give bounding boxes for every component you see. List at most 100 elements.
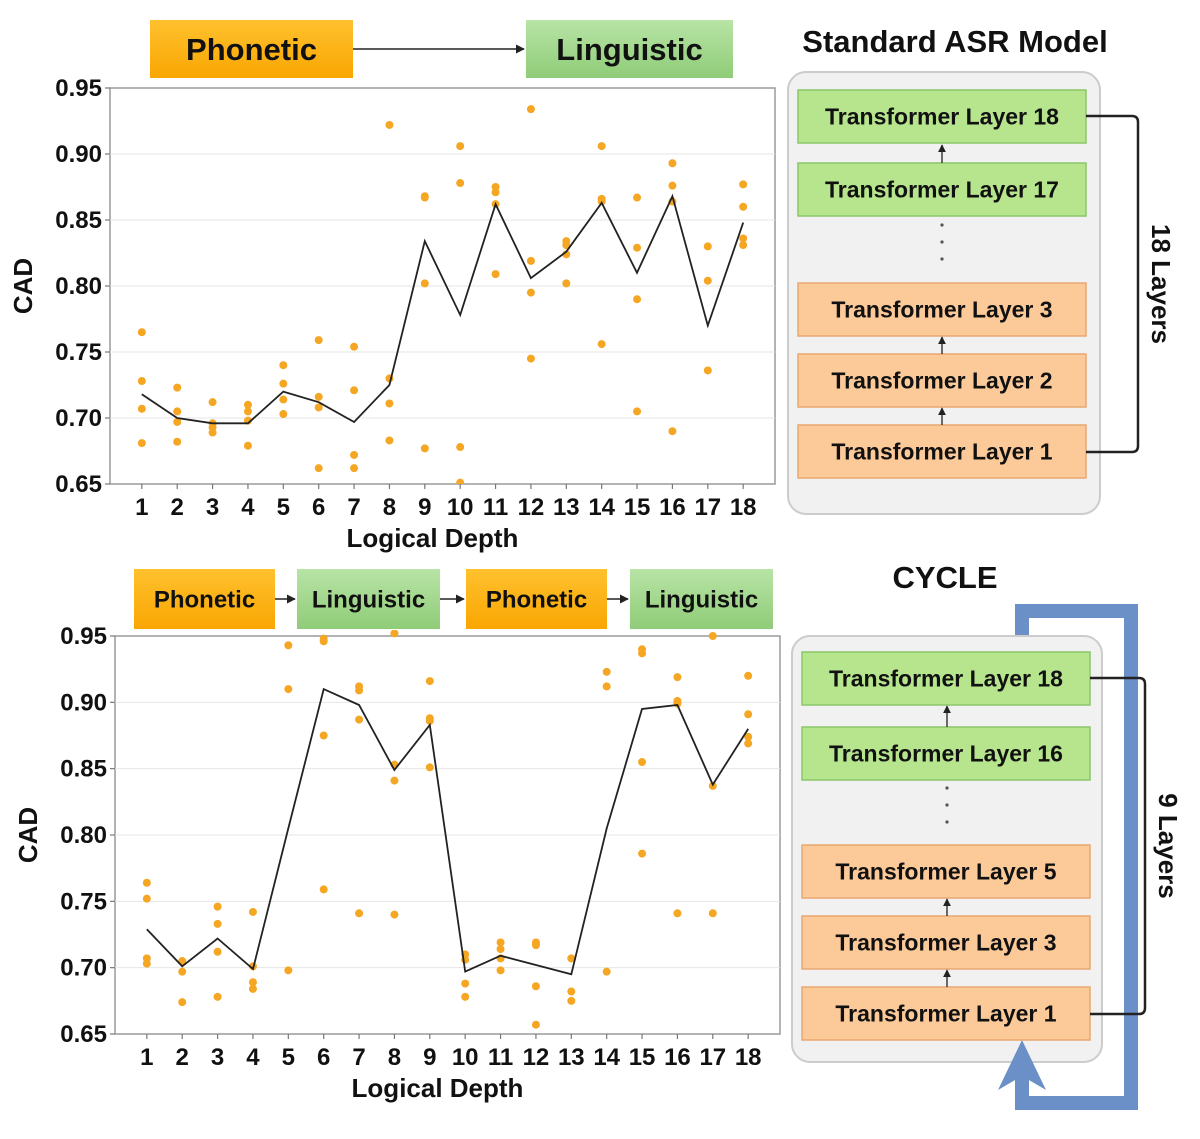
x-tick-label: 4: [246, 1044, 260, 1071]
scatter-point: [425, 677, 434, 686]
x-tick-label: 1: [135, 494, 148, 521]
scatter-point: [137, 404, 146, 413]
scatter-point: [708, 909, 717, 918]
x-tick-label: 7: [352, 1044, 365, 1071]
y-axis-label: CAD: [13, 807, 43, 863]
y-axis-label: CAD: [8, 258, 38, 314]
scatter-point: [173, 417, 182, 426]
scatter-point: [567, 954, 576, 963]
ellipsis-dot: [945, 803, 949, 807]
x-tick-label: 9: [423, 1044, 436, 1071]
scatter-point: [420, 279, 429, 288]
scatter-point: [425, 716, 434, 725]
scatter-point: [350, 450, 359, 459]
x-tick-label: 4: [241, 494, 255, 521]
scatter-point: [350, 342, 359, 351]
scatter-point: [178, 998, 187, 1007]
stage-label: Linguistic: [645, 587, 758, 614]
layer-label: Transformer Layer 18: [829, 666, 1063, 692]
cycle-arrow-top: [1015, 604, 1138, 650]
layer-box: [801, 726, 1091, 781]
y-tick-label: 0.75: [60, 888, 107, 915]
x-tick-label: 6: [312, 494, 325, 521]
scatter-point: [208, 428, 217, 437]
diagram-title: Standard ASR Model: [802, 24, 1107, 59]
scatter-point: [602, 682, 611, 691]
cycle-arrow-head: [998, 1040, 1046, 1090]
scatter-point: [703, 242, 712, 251]
layer-box: [797, 353, 1087, 408]
layer-box: [801, 915, 1091, 970]
scatter-point: [425, 763, 434, 772]
scatter-point: [243, 441, 252, 450]
y-tick-label: 0.85: [55, 207, 102, 234]
stage-box-phonetic: [466, 569, 607, 629]
scatter-point: [248, 978, 257, 987]
stage-box-phonetic: [150, 20, 353, 78]
scatter-point: [491, 270, 500, 279]
x-tick-label: 15: [624, 494, 651, 521]
x-tick-label: 14: [588, 494, 615, 521]
scatter-point: [173, 383, 182, 392]
layer-label: Transformer Layer 2: [831, 368, 1052, 394]
layer-label: Transformer Layer 5: [835, 859, 1056, 885]
layer-label: Transformer Layer 18: [825, 104, 1059, 130]
scatter-point: [385, 399, 394, 408]
scatter-points: [137, 105, 748, 484]
scatter-point: [314, 403, 323, 412]
x-tick-label: 12: [523, 1044, 550, 1071]
x-tick-label: 5: [282, 1044, 295, 1071]
scatter-point: [461, 992, 470, 1001]
chart-panel-1: Phonetic Linguistic 0.65 0.70 0.75 0.80 0.85 0.…: [8, 20, 1176, 553]
mean-line: [141, 193, 745, 425]
layer-bracket: [1090, 676, 1147, 1016]
scatter-point: [279, 379, 288, 388]
layer-label: Transformer Layer 1: [831, 439, 1052, 465]
y-tick-label: 0.80: [55, 273, 102, 300]
x-tick-label: 15: [629, 1044, 656, 1071]
x-tick-label: 2: [171, 494, 184, 521]
stage-label: Phonetic: [154, 587, 255, 614]
y-tick-label: 0.90: [60, 689, 107, 716]
x-tick-label: 5: [277, 494, 290, 521]
scatter-point: [355, 909, 364, 918]
scatter-point: [673, 909, 682, 918]
scatter-point: [668, 427, 677, 436]
y-tick-label: 0.70: [55, 405, 102, 432]
mean-line: [146, 687, 749, 976]
x-tick-label: 11: [483, 494, 508, 521]
scatter-point: [390, 910, 399, 919]
scatter-point: [633, 193, 642, 202]
scatter-point: [137, 439, 146, 448]
stage-box-linguistic: [297, 569, 440, 629]
scatter-point: [531, 941, 540, 950]
scatter-point: [496, 938, 505, 947]
ellipsis-dot: [945, 786, 949, 790]
stage-label: Phonetic: [486, 587, 587, 614]
x-axis-label: Logical Depth: [347, 523, 519, 553]
stage-box-linguistic: [526, 20, 733, 78]
scatter-point: [279, 395, 288, 404]
layer-count-label: 18 Layers: [1146, 224, 1176, 344]
x-tick-label: 10: [452, 1044, 479, 1071]
x-tick-label: 16: [664, 1044, 691, 1071]
scatter-point: [602, 667, 611, 676]
scatter-point: [213, 919, 222, 928]
scatter-point: [456, 443, 465, 452]
scatter-point: [602, 967, 611, 976]
scatter-point: [744, 710, 753, 719]
scatter-point: [744, 671, 753, 680]
scatter-point: [385, 436, 394, 445]
layer-box: [797, 424, 1087, 479]
scatter-point: [526, 105, 535, 114]
scatter-point: [284, 966, 293, 975]
x-tick-label: 11: [488, 1044, 513, 1071]
scatter-point: [739, 180, 748, 189]
scatter-point: [531, 1020, 540, 1029]
scatter-point: [390, 630, 399, 638]
x-tick-label: 17: [694, 494, 721, 521]
layer-label: Transformer Layer 17: [825, 177, 1059, 203]
scatter-point: [668, 181, 677, 190]
scatter-point: [350, 386, 359, 395]
x-tick-label: 12: [518, 494, 545, 521]
